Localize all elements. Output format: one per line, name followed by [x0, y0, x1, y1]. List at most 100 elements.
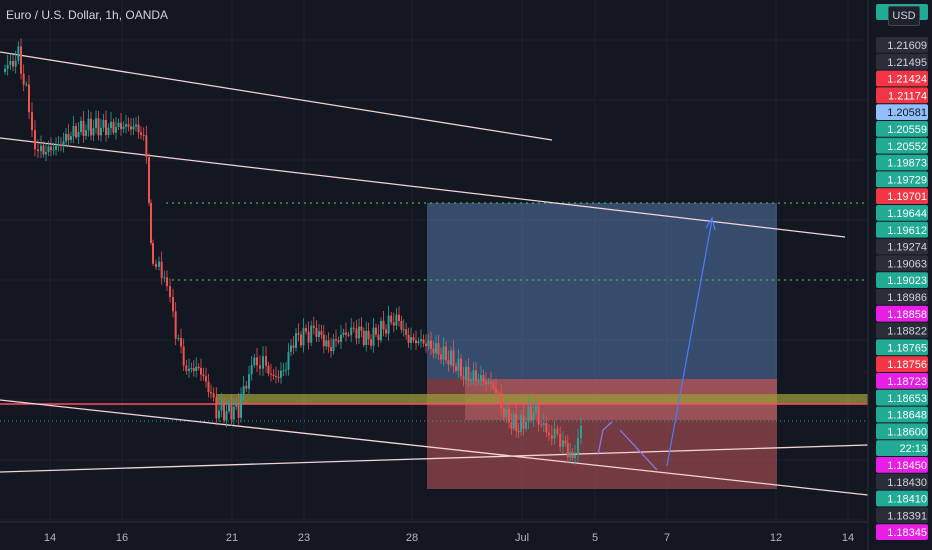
- candle-body: [166, 277, 168, 287]
- price-label-bg: [876, 457, 928, 473]
- price-label: 1.18653: [887, 393, 927, 405]
- candle-body: [145, 135, 148, 158]
- candle-body: [510, 422, 513, 429]
- candle-body: [212, 393, 215, 398]
- candle-body: [4, 68, 6, 72]
- candle-body: [210, 391, 212, 394]
- candle-body: [188, 368, 190, 371]
- candle-body: [265, 356, 267, 366]
- candle-body: [310, 325, 313, 343]
- candle-body: [370, 339, 372, 346]
- candle-body: [332, 339, 335, 352]
- candle-body: [130, 126, 132, 130]
- candle-body: [350, 327, 353, 336]
- candle-body: [77, 132, 80, 138]
- candle-body: [355, 328, 358, 339]
- candle-body: [550, 435, 553, 439]
- candle-body: [398, 314, 400, 321]
- candle-body: [352, 327, 355, 329]
- candle-body: [55, 145, 57, 150]
- candle-body: [569, 451, 572, 458]
- candle-body: [262, 356, 264, 369]
- currency-button[interactable]: USD: [888, 6, 920, 26]
- candle-body: [342, 332, 345, 335]
- candle-body: [477, 380, 480, 382]
- candle-body: [535, 405, 537, 413]
- candle-body: [335, 339, 337, 341]
- candle-body: [455, 366, 457, 371]
- candle-body: [410, 337, 412, 343]
- candle-body: [417, 341, 420, 344]
- price-label-bg: [876, 524, 928, 540]
- candle-body: [347, 334, 350, 336]
- candle-body: [487, 381, 490, 384]
- candle-body: [495, 388, 497, 394]
- price-label: 1.18723: [887, 376, 927, 388]
- candle-body: [14, 60, 17, 67]
- candle-body: [6, 64, 9, 69]
- price-label: 1.19612: [887, 225, 927, 237]
- price-label: 1.19644: [887, 208, 927, 220]
- candle-body: [505, 408, 508, 418]
- candle-body: [375, 327, 377, 335]
- candle-body: [270, 373, 272, 375]
- candle-body: [202, 374, 205, 377]
- candle-body: [85, 130, 87, 137]
- candle-body: [120, 122, 122, 130]
- candle-body: [62, 141, 65, 147]
- candle-body: [322, 334, 325, 347]
- candle-body: [135, 124, 137, 127]
- candle-body: [228, 403, 230, 412]
- x-tick-label: 28: [406, 532, 418, 544]
- price-label-bg: [876, 104, 928, 120]
- price-label: 1.19274: [887, 242, 927, 254]
- candle-body: [540, 424, 543, 426]
- candle-body: [525, 421, 527, 429]
- candle-body: [90, 118, 92, 136]
- candle-body: [325, 340, 328, 347]
- candle-body: [407, 335, 410, 343]
- price-label-bg: [876, 53, 928, 70]
- projection-arrow-2: [619, 429, 658, 471]
- candle-body: [430, 340, 432, 349]
- price-label: 1.19873: [887, 158, 927, 170]
- candle-body: [220, 402, 223, 411]
- price-label-bg: [876, 37, 928, 53]
- candle-body: [82, 120, 85, 137]
- price-label: 1.18756: [887, 359, 927, 371]
- price-label-bg: [876, 205, 928, 221]
- price-label-bg: [876, 154, 928, 171]
- candle-body: [302, 328, 305, 346]
- candle-body: [28, 84, 30, 113]
- candle-body: [75, 126, 77, 138]
- candle-body: [137, 124, 140, 133]
- candle-body: [330, 347, 332, 352]
- candle-body: [427, 340, 430, 347]
- candle-body: [292, 345, 295, 348]
- candle-body: [12, 60, 14, 67]
- candle-body: [125, 124, 127, 127]
- candle-body: [242, 385, 245, 395]
- x-tick-label: 14: [842, 532, 854, 544]
- candle-body: [47, 146, 50, 153]
- price-label-bg: [876, 490, 928, 507]
- candle-body: [380, 320, 382, 341]
- price-label-bg: [876, 423, 928, 440]
- candle-body: [132, 126, 135, 130]
- candle-body: [197, 366, 200, 369]
- candle-body: [372, 327, 375, 346]
- candle-body: [285, 369, 287, 371]
- candle-body: [392, 322, 395, 326]
- price-label-bg: [876, 356, 928, 372]
- trendline-middle: [0, 137, 846, 238]
- price-label: 1.18410: [887, 494, 927, 506]
- price-label-bg: [876, 507, 928, 524]
- candle-body: [482, 375, 485, 382]
- candle-body: [158, 261, 160, 267]
- x-tick-label: 7: [664, 532, 670, 544]
- candle-body: [37, 149, 39, 152]
- candle-body: [272, 374, 275, 376]
- arrow-head: [705, 216, 716, 231]
- candle-body: [405, 329, 408, 336]
